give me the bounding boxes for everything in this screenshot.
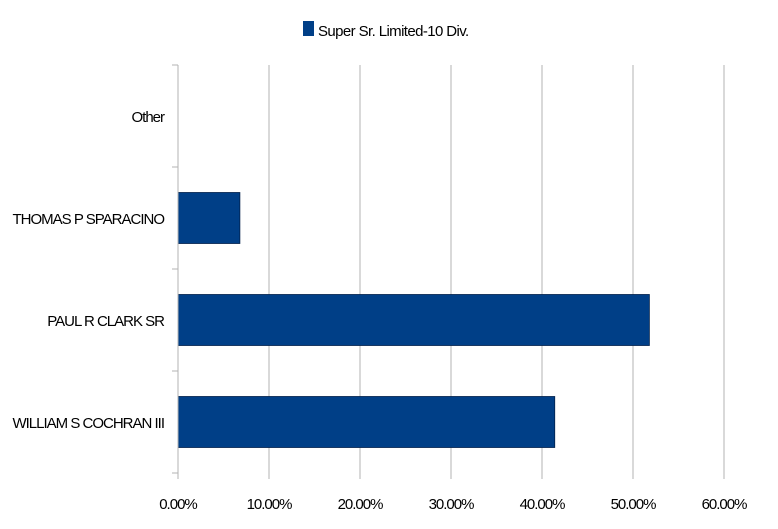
bar <box>177 396 556 448</box>
bar <box>177 192 241 244</box>
x-tick-label: 0.00% <box>159 496 197 513</box>
x-axis: 0.00% 10.00% 20.00% 30.00% 40.00% 50.00% 60.00… <box>159 473 748 513</box>
x-tick-label: 30.00% <box>429 496 475 513</box>
x-tick-label: 10.00% <box>247 496 293 513</box>
bars <box>177 192 650 448</box>
legend-label: Super Sr. Limited-10 Div. <box>318 23 469 40</box>
legend: Super Sr. Limited-10 Div. <box>303 21 469 40</box>
bar <box>177 294 650 346</box>
legend-swatch <box>303 21 314 36</box>
x-tick-label: 20.00% <box>338 496 384 513</box>
y-tick-label: Other <box>131 109 165 126</box>
x-tick-label: 40.00% <box>520 496 566 513</box>
x-tick-label: 60.00% <box>702 496 748 513</box>
y-tick-label: THOMAS P SPARACINO <box>13 211 165 228</box>
x-tick-label: 50.00% <box>611 496 657 513</box>
y-tick-label: WILLIAM S COCHRAN III <box>12 415 164 432</box>
y-tick-label: PAUL R CLARK SR <box>47 313 165 330</box>
y-axis: Other THOMAS P SPARACINO PAUL R CLARK SR WI… <box>12 64 179 474</box>
